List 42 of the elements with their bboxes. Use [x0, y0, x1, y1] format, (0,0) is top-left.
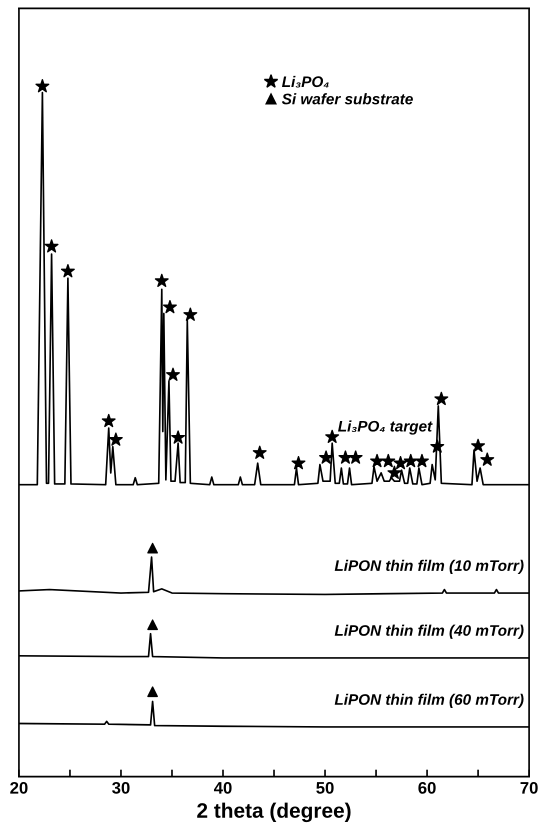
legend-label: Si wafer substrate — [282, 93, 413, 104]
series-label: LiPON thin film (40 mTorr) — [334, 624, 524, 639]
point — [338, 450, 352, 464]
x-tick-label: 40 — [214, 782, 232, 794]
x-axis-title: 2 theta (degree) — [197, 802, 351, 822]
x-tick-label: 20 — [10, 782, 28, 794]
series-label: LiPON thin film (10 mTorr) — [334, 560, 524, 574]
point — [108, 432, 123, 446]
point — [319, 450, 334, 464]
x-tick-label: 60 — [418, 782, 436, 794]
point — [147, 542, 158, 554]
point — [154, 274, 169, 288]
point — [147, 619, 158, 630]
series-label: LiPON thin film (60 mTorr) — [334, 694, 524, 708]
point — [44, 239, 59, 253]
point — [370, 454, 384, 468]
point — [60, 264, 75, 278]
point — [166, 368, 180, 381]
point — [381, 454, 396, 468]
point — [183, 308, 198, 321]
x-tick-label: 30 — [112, 782, 130, 794]
point — [434, 392, 448, 406]
point — [292, 456, 306, 470]
legend-label: Li₃PO₄ — [282, 76, 329, 88]
point — [394, 456, 408, 470]
point — [325, 430, 340, 444]
point — [404, 454, 418, 468]
point — [387, 466, 402, 479]
point — [171, 430, 186, 444]
point — [415, 454, 429, 468]
point — [35, 79, 50, 92]
x-tick-label: 70 — [520, 782, 538, 794]
series-label: Li₃PO₄ target — [338, 420, 433, 435]
point — [430, 439, 444, 453]
point — [162, 300, 177, 314]
point — [348, 450, 363, 464]
point — [471, 438, 486, 452]
point — [147, 686, 158, 698]
point — [480, 452, 494, 466]
point — [252, 446, 267, 459]
x-tick-label: 50 — [316, 782, 334, 794]
point — [102, 414, 116, 428]
